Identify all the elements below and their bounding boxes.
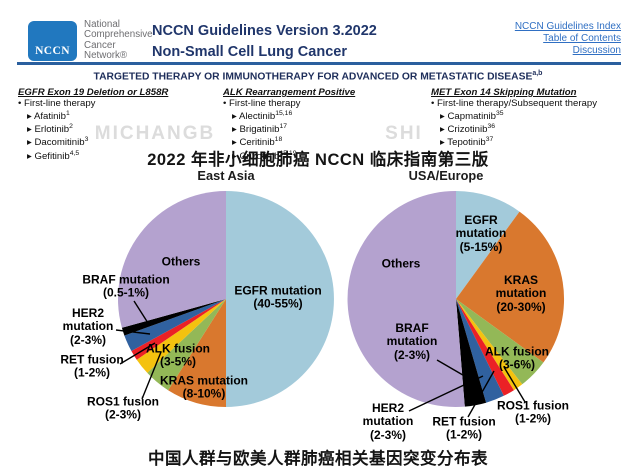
therapy-column-heading: ALK Rearrangement Positive	[223, 87, 356, 98]
pie-slice-east-asia-braf-mutation	[121, 299, 226, 336]
pie-slice-usa-europe-alk-fusion	[456, 299, 544, 385]
link-discussion[interactable]: Discussion	[572, 45, 621, 56]
pie-title-east-asia: East Asia	[197, 168, 255, 183]
leader-line-ret-fusion	[467, 370, 495, 418]
drug-reference-number: 18	[274, 136, 283, 144]
drug-item-capmatinib: ▸ Capmatinib35	[440, 110, 504, 123]
pie-label-usa-europe-ret-fusion: RET fusion (1-2%)	[432, 414, 496, 442]
link-nccn-guidelines-index[interactable]: NCCN Guidelines Index	[514, 21, 621, 32]
pie-slice-usa-europe-braf-mutation	[456, 299, 487, 407]
pie-label-east-asia-alk-fusion: ALK fusion (3-5%)	[146, 341, 210, 369]
therapy-line-label: • First-line therapy	[18, 98, 96, 109]
pie-label-usa-europe-braf-mutation: BRAF mutation (2-3%)	[386, 320, 438, 362]
leader-line-her2-mutation	[115, 329, 151, 335]
leader-line-ros1-fusion	[503, 366, 526, 403]
header-divider	[17, 62, 621, 65]
section-title-footnote: a,b	[532, 70, 543, 77]
leader-line-ros1-fusion	[141, 351, 162, 400]
pie-label-usa-europe-her2-mutation: HER2 mutation (2-3%)	[362, 400, 414, 442]
drug-reference-number: 3	[84, 136, 89, 144]
pie-slice-usa-europe-ret-fusion	[456, 299, 514, 396]
drug-reference-number: 36	[487, 123, 496, 131]
drug-reference-number: 1	[65, 110, 70, 117]
drug-reference-number: 17	[279, 123, 288, 131]
therapy-line-label: • First-line therapy	[223, 98, 301, 109]
org-name: National Comprehensive Cancer Network®	[84, 19, 153, 62]
pie-slice-east-asia-egfr-mutation	[226, 191, 334, 407]
pie-slice-usa-europe-others	[347, 190, 465, 407]
drug-item-brigatinib: ▸ Brigatinib17	[232, 123, 288, 136]
pie-label-usa-europe-egfr-mutation: EGFR mutation (5-15%)	[455, 212, 507, 254]
therapy-line-label: • First-line therapy/Subsequent therapy	[431, 98, 598, 109]
watermark-text-1: MICHANGB	[94, 123, 216, 144]
watermark-text-2: SHI	[385, 123, 423, 144]
org-name-line-2: Comprehensive	[84, 29, 153, 41]
pie-label-east-asia-braf-mutation: BRAF mutation (0.5-1%)	[82, 272, 170, 300]
pie-slice-east-asia-her2-mutation	[124, 299, 226, 351]
drug-reference-number: 15,16	[275, 110, 293, 117]
drug-item-ceritinib: ▸ Ceritinib18	[232, 136, 283, 149]
nccn-logo-text: NCCN	[35, 45, 70, 57]
therapy-column-heading: EGFR Exon 19 Deletion or L858R	[18, 87, 169, 98]
drug-reference-number: 4,5	[69, 149, 80, 157]
pie-slice-east-asia-alk-fusion	[147, 299, 226, 391]
pie-label-usa-europe-ros1-fusion: ROS1 fusion (1-2%)	[496, 398, 570, 426]
pie-slice-east-asia-ret-fusion	[131, 299, 226, 360]
section-title-text: TARGETED THERAPY OR IMMUNOTHERAPY FOR AD…	[93, 71, 533, 83]
pie-label-east-asia-ret-fusion: RET fusion (1-2%)	[60, 352, 124, 380]
therapy-column-egfr: EGFR Exon 19 Deletion or L858R • First-li…	[18, 88, 168, 162]
drug-reference-number: 37	[485, 136, 494, 144]
pie-label-east-asia-egfr-mutation: EGFR mutation (40-55%)	[234, 283, 322, 311]
drug-item-dacomitinib: ▸ Dacomitinib3	[27, 136, 89, 149]
drug-item-erlotinib: ▸ Erlotinib2	[27, 123, 73, 136]
drug-reference-number: 15,19	[279, 149, 297, 157]
drug-item-crizotinib: ▸ Crizotinib36	[440, 123, 496, 136]
org-name-line-4: Network®	[84, 50, 128, 62]
link-table-of-contents[interactable]: Table of Contents	[543, 33, 621, 44]
leader-line-ret-fusion	[119, 342, 156, 365]
therapy-column-heading: MET Exon 14 Skipping Mutation	[431, 87, 577, 98]
guideline-version-title: NCCN Guidelines Version 3.2022	[152, 23, 377, 39]
nccn-logo: NCCN	[28, 21, 77, 61]
drug-item-afatinib: ▸ Afatinib1	[27, 110, 70, 123]
header-links: NCCN Guidelines Index Table of Contents Di…	[515, 21, 621, 57]
pie-slice-east-asia-ros1-fusion	[136, 299, 226, 373]
pie-slice-usa-europe-ros1-fusion	[456, 299, 523, 391]
pie-label-east-asia-ros1-fusion: ROS1 fusion (2-3%)	[86, 394, 160, 422]
leader-line-braf-mutation	[436, 359, 469, 379]
drug-reference-number: 2	[69, 123, 73, 131]
pie-label-usa-europe-others: Others	[381, 256, 421, 271]
caption-chinese-bottom: 中国人群与欧美人群肺癌相关基因突变分布表	[148, 450, 488, 468]
org-name-line-1: National	[84, 19, 120, 30]
pie-label-east-asia-others: Others	[161, 254, 201, 269]
pie-slice-east-asia-kras-mutation	[168, 299, 226, 407]
pie-title-usa-europe: USA/Europe	[408, 168, 484, 183]
pie-slice-usa-europe-egfr-mutation	[456, 190, 520, 299]
drug-reference-number: 35	[496, 110, 504, 117]
caption-chinese-top: 2022 年非小细胞肺癌 NCCN 临床指南第三版	[147, 151, 489, 169]
pie-slice-east-asia-others	[117, 191, 226, 328]
drug-item-alectinib: ▸ Alectinib15,16	[232, 110, 293, 123]
pie-slice-usa-europe-kras-mutation	[456, 211, 565, 363]
pie-label-usa-europe-alk-fusion: ALK fusion (3-6%)	[485, 344, 549, 372]
title-block: NCCN Guidelines Version 3.2022 Non-Small…	[152, 23, 377, 60]
pie-label-east-asia-kras-mutation: KRAS mutation (8-10%)	[160, 373, 248, 401]
org-name-line-3: Cancer	[84, 39, 116, 51]
pie-label-east-asia-her2-mutation: HER2 mutation (2-3%)	[62, 305, 114, 347]
drug-item-tepotinib: ▸ Tepotinib37	[440, 136, 494, 149]
section-title: TARGETED THERAPY OR IMMUNOTHERAPY FOR AD…	[0, 70, 636, 82]
leader-line-her2-mutation	[408, 375, 484, 412]
leader-line-braf-mutation	[133, 300, 149, 324]
drug-item-gefitinib: ▸ Gefitinib4,5	[27, 149, 80, 162]
pie-label-usa-europe-kras-mutation: KRAS mutation (20-30%)	[495, 272, 547, 314]
guideline-cancer-title: Non-Small Cell Lung Cancer	[152, 44, 347, 60]
pie-slice-usa-europe-her2-mutation	[456, 299, 504, 403]
drug-item-crizotinib: ▸ Crizotinib15,19	[232, 149, 297, 162]
therapy-column-alk: ALK Rearrangement Positive • First-line t…	[223, 88, 355, 162]
therapy-column-met: MET Exon 14 Skipping Mutation • First-lin…	[431, 88, 597, 149]
